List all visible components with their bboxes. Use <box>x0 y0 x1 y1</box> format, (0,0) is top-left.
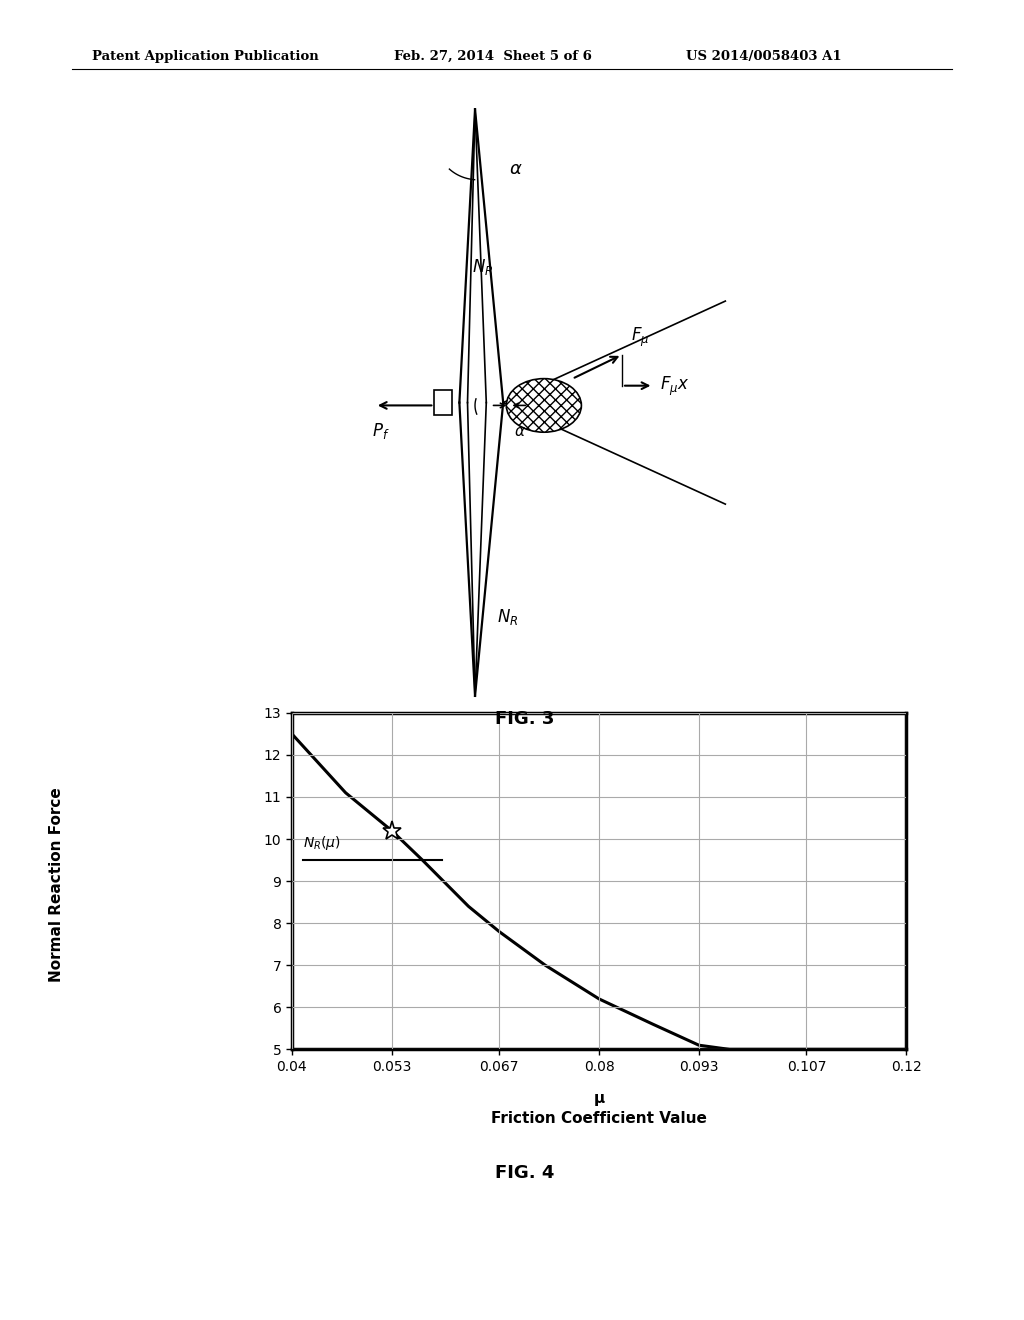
Text: $N_R$: $N_R$ <box>497 607 518 627</box>
Text: Patent Application Publication: Patent Application Publication <box>92 50 318 63</box>
Text: $\alpha$: $\alpha$ <box>510 160 523 177</box>
Text: FIG. 3: FIG. 3 <box>495 710 554 729</box>
Text: Feb. 27, 2014  Sheet 5 of 6: Feb. 27, 2014 Sheet 5 of 6 <box>394 50 592 63</box>
Text: Friction Coefficient Value: Friction Coefficient Value <box>492 1110 707 1126</box>
Text: μ: μ <box>594 1090 604 1106</box>
Text: $P_f$: $P_f$ <box>372 421 389 441</box>
Text: $F_{\mu}$: $F_{\mu}$ <box>632 326 650 350</box>
Text: US 2014/0058403 A1: US 2014/0058403 A1 <box>686 50 842 63</box>
Text: $\alpha$: $\alpha$ <box>514 425 525 440</box>
Text: $N_R(\mu)$: $N_R(\mu)$ <box>303 834 341 851</box>
Text: FIG. 4: FIG. 4 <box>495 1164 554 1183</box>
Text: $F_{\mu}x$: $F_{\mu}x$ <box>659 375 689 399</box>
Ellipse shape <box>506 379 582 432</box>
Text: $N_R$: $N_R$ <box>472 257 494 277</box>
FancyBboxPatch shape <box>434 391 452 414</box>
Text: Normal Reaction Force: Normal Reaction Force <box>49 787 63 982</box>
